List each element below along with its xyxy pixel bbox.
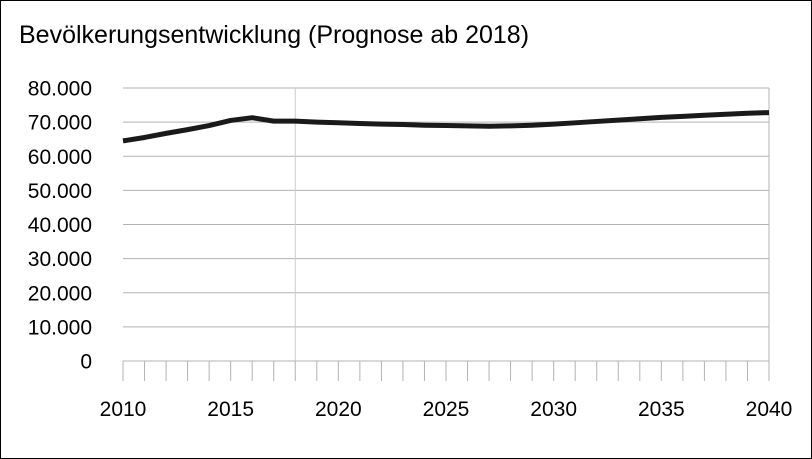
x-tick-label: 2010 [100, 398, 147, 421]
y-tick-label: 70.000 [28, 112, 92, 135]
y-tick-label: 20.000 [28, 282, 92, 305]
y-tick-label: 0 [80, 351, 92, 374]
series-line [122, 110, 770, 144]
y-tick-label: 30.000 [28, 248, 92, 271]
chart-title: Bevölkerungsentwicklung (Prognose ab 201… [19, 21, 530, 49]
y-tick-label: 10.000 [28, 316, 92, 339]
x-tick-label: 2040 [746, 398, 793, 421]
x-tick-label: 2035 [638, 398, 685, 421]
y-tick-label: 80.000 [28, 78, 92, 101]
x-tick-label: 2030 [530, 398, 577, 421]
y-tick-label: 60.000 [28, 146, 92, 169]
x-tick-label: 2020 [315, 398, 362, 421]
x-tick-label: 2015 [207, 398, 254, 421]
y-tick-label: 40.000 [28, 214, 92, 237]
y-tick-label: 50.000 [28, 180, 92, 203]
x-tick-label: 2025 [423, 398, 470, 421]
